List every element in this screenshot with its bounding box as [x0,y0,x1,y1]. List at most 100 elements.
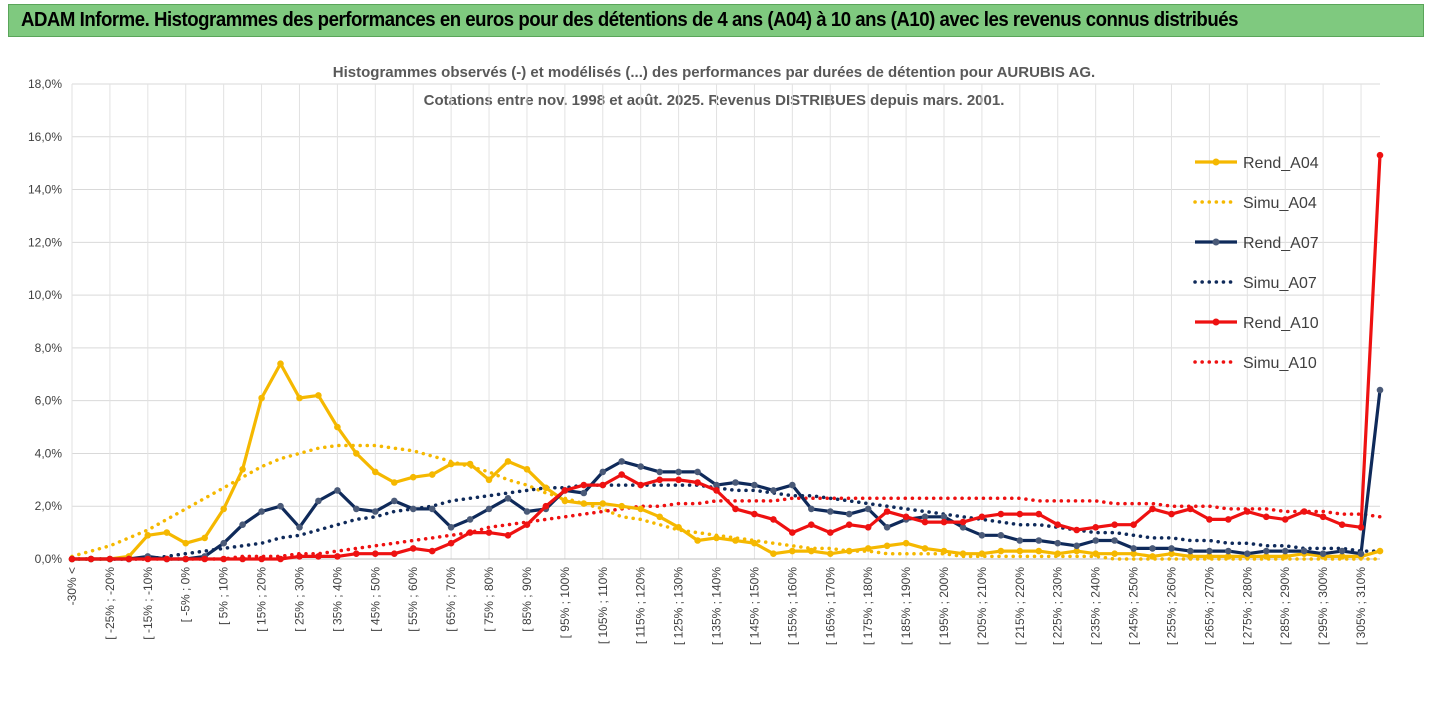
data-point-rend-a04 [789,547,796,555]
data-point-rend-a10 [637,481,644,489]
data-point-rend-a10 [902,513,910,521]
x-tick-label: [ 125% ; 130% [672,567,686,645]
series-line-rend-a07 [72,389,1382,561]
data-point-rend-a04 [1225,553,1232,560]
data-point-rend-a04 [504,458,512,465]
x-tick-label: [ -25% ; -20% [103,567,117,640]
series-line-simu-a10 [70,496,1382,561]
data-point-rend-a07 [959,524,967,531]
data-point-rend-a07 [1263,547,1270,555]
data-point-rend-a07 [845,510,853,518]
data-point-rend-a04 [1111,550,1118,557]
data-point-rend-a07 [277,502,284,510]
x-tick-label: [ 75% ; 80% [482,567,496,632]
data-point-rend-a07 [883,524,891,531]
data-point-rend-a04 [1016,547,1024,555]
data-point-rend-a04 [220,505,227,513]
x-tick-label: [ 85% ; 90% [520,567,534,632]
y-tick-label: 2,0% [35,499,63,513]
data-point-rend-a07 [751,481,758,489]
data-point-rend-a04 [902,539,910,547]
data-point-rend-a10 [694,479,701,486]
data-point-rend-a07 [808,505,815,513]
data-point-rend-a07 [1092,537,1099,544]
data-point-rend-a10 [296,553,303,560]
data-point-rend-a10 [447,539,455,547]
data-point-rend-a04 [751,539,758,547]
data-point-rend-a07 [599,468,607,476]
data-point-rend-a10 [713,487,720,494]
data-point-rend-a10 [1300,508,1308,515]
data-point-rend-a10 [959,518,967,526]
data-point-rend-a10 [106,555,114,563]
data-point-rend-a04 [883,542,891,550]
data-point-rend-a07 [391,497,398,505]
data-point-rend-a07 [296,524,303,531]
data-point-rend-a04 [353,450,360,457]
data-point-rend-a10 [1357,524,1365,531]
data-point-rend-a04 [732,537,739,544]
y-tick-label: 14,0% [28,183,62,197]
data-point-rend-a04 [523,466,531,473]
data-point-rend-a04 [959,550,967,557]
data-point-rend-a04 [618,502,625,510]
data-point-rend-a04 [561,497,569,505]
data-point-rend-a04 [656,513,663,521]
series-line-simu-a07 [70,483,1382,561]
data-point-rend-a04 [466,460,474,468]
data-point-rend-a07 [1130,545,1137,552]
data-point-rend-a07 [921,513,929,521]
data-point-rend-a10 [409,545,417,552]
data-point-rend-a07 [1319,550,1327,557]
x-tick-label: [ 95% ; 100% [558,567,572,639]
data-point-rend-a04 [599,500,607,507]
data-point-rend-a04 [391,479,398,486]
data-point-rend-a10 [258,555,265,563]
data-point-rend-a07 [580,489,588,497]
data-point-rend-a07 [675,468,682,476]
data-point-rend-a07 [1376,386,1384,394]
data-point-rend-a10 [1263,513,1270,521]
chart-title: Histogrammes observés (-) et modélisés (… [333,64,1095,81]
data-point-rend-a10 [391,550,398,557]
data-point-rend-a07 [220,539,227,547]
data-point-rend-a04 [334,423,341,431]
y-tick-label: 16,0% [28,130,62,144]
data-point-rend-a10 [315,553,322,560]
data-point-rend-a04 [258,394,265,402]
data-point-rend-a04 [827,550,834,557]
data-point-rend-a04 [713,534,720,542]
legend-label-simu-a04: Simu_A04 [1243,195,1317,212]
x-tick-label: [ 45% ; 50% [368,567,382,632]
x-tick-label: [ 25% ; 30% [292,567,306,632]
data-point-rend-a10 [1130,521,1137,528]
data-point-rend-a04 [144,532,152,539]
legend-label-rend-a04: Rend_A04 [1243,155,1319,172]
legend-marker-rend-a07 [1212,238,1220,246]
legend-label-rend-a07: Rend_A07 [1243,235,1319,252]
data-point-rend-a07 [409,505,417,513]
data-point-rend-a10 [940,518,948,526]
x-tick-label: [ 255% ; 260% [1164,567,1178,645]
data-point-rend-a10 [144,555,152,563]
data-point-rend-a10 [1225,516,1232,523]
data-point-rend-a10 [1376,151,1384,159]
data-point-rend-a04 [808,547,815,555]
data-point-rend-a10 [1073,526,1080,534]
data-point-rend-a07 [978,532,986,539]
data-point-rend-a10 [561,487,569,494]
data-point-rend-a07 [1016,537,1024,544]
data-point-rend-a07 [258,508,265,515]
data-point-rend-a04 [1054,550,1061,557]
data-point-rend-a07 [618,458,625,465]
data-point-rend-a07 [239,521,246,528]
data-point-rend-a04 [921,545,929,552]
data-point-rend-a07 [1300,547,1308,555]
data-point-rend-a04 [372,468,379,476]
data-point-rend-a10 [808,521,815,528]
x-tick-label: [ 245% ; 250% [1127,567,1141,645]
x-tick-label: [ 115% ; 120% [634,567,648,644]
data-point-rend-a10 [485,529,493,536]
data-point-rend-a10 [978,513,986,521]
data-point-rend-a10 [353,550,360,557]
